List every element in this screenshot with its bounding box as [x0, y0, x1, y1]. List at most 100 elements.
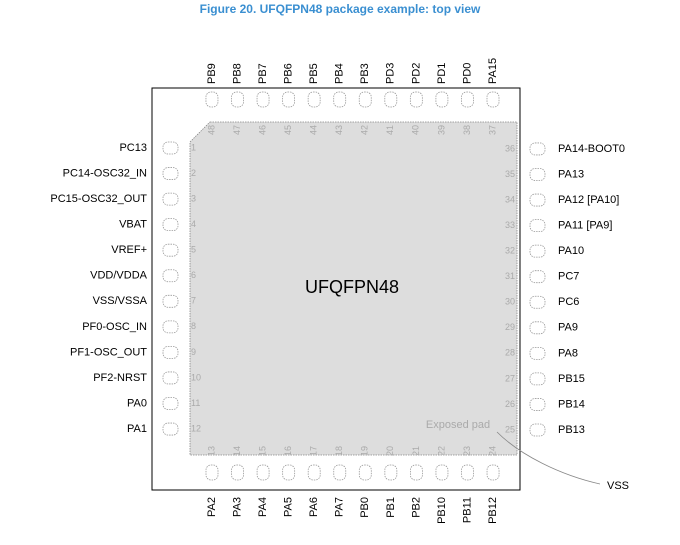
- pin-pad: [358, 91, 372, 108]
- pin-name: PB12: [487, 497, 499, 524]
- pin-pad: [529, 423, 546, 437]
- pin-number: 33: [505, 220, 515, 230]
- pin-number: 46: [257, 125, 267, 135]
- pin-name: PA10: [558, 245, 584, 257]
- pin-number: 37: [487, 125, 497, 135]
- pin-pad: [307, 91, 321, 108]
- pin-name: PC7: [558, 271, 579, 283]
- pin-pad: [162, 371, 179, 385]
- pin-number: 31: [505, 271, 515, 281]
- pin-pad: [162, 345, 179, 359]
- pin-number: 27: [505, 373, 515, 383]
- pin-name: PB1: [385, 497, 397, 518]
- pin-number: 11: [191, 398, 200, 408]
- pin-name: PB13: [558, 424, 585, 436]
- pin-name: PB9: [206, 63, 218, 84]
- pin-name: PB5: [308, 63, 320, 84]
- package-name: UFQFPN48: [305, 277, 399, 297]
- pin-number: 44: [309, 125, 319, 135]
- pin-name: PD3: [385, 63, 397, 84]
- pin-pad: [529, 398, 546, 411]
- pin-name: PB7: [257, 63, 269, 84]
- pin-number: 40: [411, 125, 421, 135]
- pin-name: PA2: [206, 497, 218, 517]
- pin-pad: [256, 464, 270, 481]
- pin-number: 5: [191, 245, 196, 255]
- pin-pad: [529, 321, 546, 335]
- pin-name: PD0: [461, 63, 473, 84]
- pin-name: PA5: [283, 497, 295, 517]
- pin-pad: [162, 422, 179, 436]
- pin-number: 6: [191, 270, 196, 280]
- pin-number: 19: [360, 446, 370, 456]
- pin-pad: [529, 168, 546, 181]
- pins: PC13 1 PC14-OSC32_IN 2 PC15-OSC32_OUT 3 VBAT 4 V…: [50, 58, 625, 524]
- pin-pad: [162, 141, 179, 155]
- pin-number: 23: [462, 446, 472, 456]
- pin-number: 38: [462, 125, 472, 135]
- pin-name: PB4: [334, 63, 346, 84]
- pin-name: PB6: [283, 63, 295, 84]
- pin-number: 21: [411, 446, 421, 456]
- pin-pad: [461, 91, 474, 108]
- pin-name: PC13: [119, 142, 147, 154]
- pin-pad: [435, 91, 449, 108]
- pin-number: 17: [309, 446, 319, 456]
- pin-pad: [529, 219, 546, 233]
- pin-number: 45: [283, 125, 293, 135]
- pin-name: VBAT: [119, 219, 147, 231]
- pin-name: PA1: [127, 423, 147, 435]
- pin-number: 18: [334, 446, 344, 456]
- pin-pad: [486, 464, 500, 481]
- pin-name: PA11 [PA9]: [558, 220, 612, 232]
- pin-number: 28: [505, 348, 515, 358]
- pin-number: 43: [334, 125, 344, 135]
- pin-number: 42: [360, 125, 370, 135]
- pin-name: PB10: [436, 497, 448, 524]
- pin-number: 20: [385, 446, 395, 456]
- pin-pad: [409, 91, 423, 108]
- pin-number: 16: [283, 446, 293, 456]
- pin-number: 30: [505, 297, 515, 307]
- pin-pad: [231, 464, 244, 481]
- pin-pad: [256, 91, 270, 108]
- pin-number: 48: [206, 125, 216, 135]
- pin-pad: [162, 243, 179, 257]
- pin-pad: [529, 372, 546, 386]
- pin-pad: [162, 294, 179, 308]
- pin-name: PA0: [127, 397, 147, 409]
- pin-number: 10: [191, 372, 201, 382]
- pin-name: PB11: [461, 497, 473, 523]
- pin-name: PA9: [558, 322, 578, 334]
- pin-pad: [307, 464, 321, 481]
- pin-pad: [529, 295, 546, 309]
- pin-pad: [162, 167, 179, 180]
- figure-title: Figure 20. UFQFPN48 package example: top…: [200, 2, 481, 16]
- pin-name: PA4: [257, 497, 269, 517]
- pin-name: PC6: [558, 296, 579, 308]
- pin-pad: [358, 464, 372, 481]
- pin-pad: [282, 91, 296, 108]
- pin-name: PB15: [558, 373, 585, 385]
- pin-pad: [384, 91, 398, 108]
- pin-number: 22: [436, 446, 446, 456]
- pin-name: PD1: [436, 63, 448, 84]
- pin-name: PA14-BOOT0: [558, 143, 625, 155]
- pin-name: PA6: [308, 497, 320, 517]
- pin-number: 32: [505, 246, 515, 256]
- pin-pad: [461, 464, 474, 481]
- pin-name: PB8: [231, 63, 243, 84]
- pin-name: PA8: [558, 347, 578, 359]
- vss-label: VSS: [607, 480, 629, 492]
- pin-number: 9: [191, 347, 196, 357]
- pin-name: VSS/VSSA: [93, 295, 148, 307]
- pin-pad: [205, 91, 219, 108]
- exposed-pad-label: Exposed pad: [426, 419, 490, 431]
- pin-name: PB3: [359, 63, 371, 84]
- pin-number: 39: [436, 125, 446, 135]
- pin-number: 24: [487, 446, 497, 456]
- pin-name: PA7: [334, 497, 346, 517]
- pin-pad: [486, 91, 500, 108]
- pin-name: PF0-OSC_IN: [82, 321, 147, 333]
